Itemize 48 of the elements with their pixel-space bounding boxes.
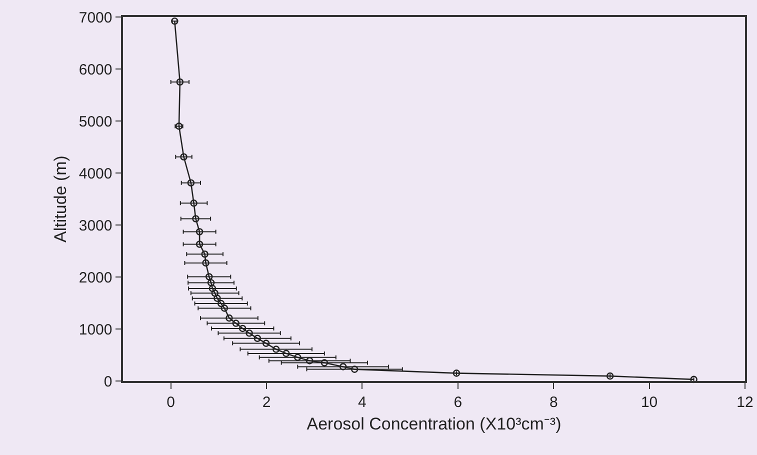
y-tick-label: 6000: [78, 61, 112, 78]
y-tick-label: 0: [104, 373, 112, 390]
x-tick-label: 10: [640, 394, 658, 411]
point: [196, 228, 204, 236]
x-tick-label: 2: [262, 394, 271, 411]
point: [220, 304, 228, 312]
point: [201, 250, 208, 258]
point: [202, 259, 210, 267]
point: [246, 330, 253, 337]
point: [320, 359, 328, 366]
point: [180, 153, 188, 161]
point: [211, 289, 219, 297]
point: [217, 300, 225, 308]
point: [294, 354, 302, 361]
point: [339, 363, 347, 370]
x-tick-label: 6: [454, 394, 462, 411]
x-tick-label: 8: [549, 394, 558, 411]
point: [452, 370, 460, 377]
x-tick-label: 4: [358, 394, 366, 411]
point: [606, 372, 614, 380]
point: [254, 334, 262, 342]
point: [176, 78, 184, 86]
point: [190, 200, 198, 207]
y-tick-label: 1000: [78, 321, 112, 338]
x-tick-label: 12: [736, 394, 754, 411]
y-tick-label: 4000: [78, 165, 112, 182]
y-axis-title: Altitude (m): [50, 156, 70, 242]
point: [262, 340, 270, 347]
point: [214, 294, 221, 302]
y-tick-label: 3000: [78, 217, 112, 234]
point: [196, 240, 204, 248]
point: [205, 273, 213, 280]
x-tick-label: 0: [166, 394, 176, 411]
point: [226, 314, 233, 322]
point: [272, 346, 280, 353]
point: [282, 350, 290, 358]
point: [350, 366, 358, 373]
point: [238, 324, 246, 332]
y-tick-label: 2000: [78, 269, 112, 286]
point: [306, 357, 314, 364]
point: [207, 279, 215, 286]
x-axis-title: Aerosol Concentration (X10³cm⁻³): [306, 414, 562, 434]
point: [187, 179, 195, 187]
point: [232, 320, 240, 327]
y-tick-label: 7000: [78, 9, 112, 26]
point: [208, 284, 216, 292]
point: [192, 215, 200, 222]
y-tick-label: 5000: [78, 113, 112, 130]
